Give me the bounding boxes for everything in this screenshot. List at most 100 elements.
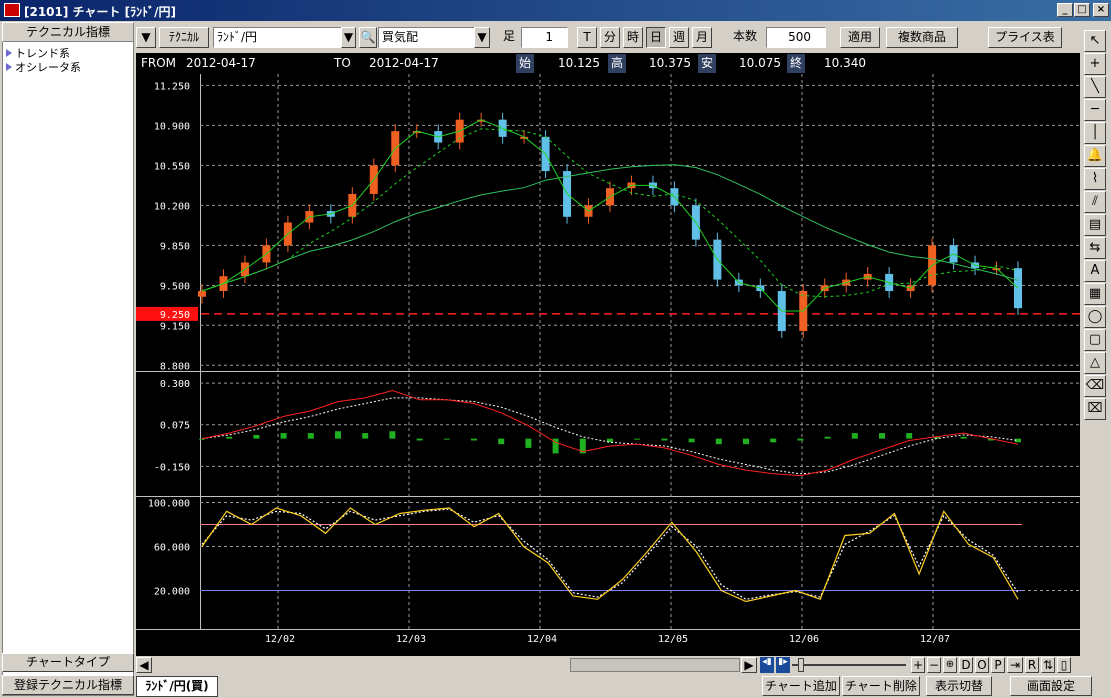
zoom-in-button[interactable]: +	[911, 657, 925, 673]
close-button[interactable]: ×	[1093, 3, 1109, 17]
macd-histogram-bar	[689, 439, 695, 443]
technical-button[interactable]: ﾃｸﾆｶﾙ	[159, 27, 209, 48]
macd-histogram-bar	[308, 433, 314, 439]
scroll-right-button[interactable]: ▶	[741, 657, 757, 673]
zoom-fit-button[interactable]: ⊕	[943, 657, 957, 673]
zoom-slider-thumb[interactable]	[798, 658, 804, 672]
fibonacci-icon[interactable]: ⌇	[1084, 168, 1106, 190]
chevron-down-icon[interactable]: ▼	[341, 27, 356, 48]
layout-button[interactable]: ⇅	[1041, 657, 1055, 673]
add-chart-button[interactable]: チャート追加	[762, 676, 840, 696]
apply-button[interactable]: 適用	[840, 27, 880, 48]
p-button[interactable]: P	[991, 657, 1005, 673]
bars-label: 本数	[733, 27, 757, 48]
goto-end-button[interactable]: ⇥	[1007, 657, 1023, 673]
horizontal-line-icon[interactable]: ─	[1084, 99, 1106, 121]
erase-all-icon[interactable]: ⌧	[1084, 398, 1106, 420]
triangle-icon[interactable]: △	[1084, 352, 1106, 374]
step-back-icon[interactable]: ◂▮	[760, 657, 774, 673]
close-value: 10.340	[824, 56, 866, 70]
scroll-thumb[interactable]	[570, 658, 740, 672]
chart-type-button[interactable]: チャートタイプ	[2, 653, 134, 672]
vertical-line-icon[interactable]: │	[1084, 122, 1106, 144]
macd-histogram-bar	[825, 437, 831, 439]
macd-histogram-bar	[743, 439, 749, 445]
to-label: TO	[334, 56, 351, 70]
macd-histogram-bar	[444, 439, 450, 440]
d-button[interactable]: D	[959, 657, 973, 673]
scroll-left-button[interactable]: ◀	[136, 657, 152, 673]
gann-icon[interactable]: ⫽	[1084, 191, 1106, 213]
multi-symbol-button[interactable]: 複数商品	[886, 27, 958, 48]
low-value: 10.075	[739, 56, 781, 70]
candle-body	[198, 291, 206, 297]
maximize-button[interactable]: □	[1074, 3, 1090, 17]
delete-chart-button[interactable]: チャート削除	[842, 676, 920, 696]
period-week-button[interactable]: 週	[669, 27, 689, 48]
tab-symbol[interactable]: ﾗﾝﾄﾞ/円(買)	[136, 676, 218, 697]
chart-scrollbar[interactable]: ◀ ▶ ◂▮ ▮▸ + − ⊕ D O P ⇥ R ⇅ ▯	[136, 656, 1080, 674]
zoom-out-button[interactable]: −	[927, 657, 941, 673]
foot-label: 足	[503, 27, 515, 48]
macd-histogram-bar	[852, 433, 858, 439]
date-tick-label: 12/03	[396, 634, 426, 645]
period-day-button[interactable]: 日	[646, 27, 666, 48]
ellipse-icon[interactable]: ◯	[1084, 306, 1106, 328]
macd-histogram-bar	[661, 439, 667, 441]
o-button[interactable]: O	[975, 657, 989, 673]
macd-histogram-bar	[199, 439, 205, 440]
macd-histogram-bar	[879, 433, 885, 439]
panel-button[interactable]: ▯	[1057, 657, 1071, 673]
ohlc-info-bar: FROM 2012-04-17 TO 2012-04-17 始 10.125 高…	[136, 53, 1080, 74]
expand-arrow-icon	[6, 49, 12, 57]
stoch-k-line	[202, 508, 1018, 602]
macd-histogram-bar	[281, 433, 287, 439]
symbol-select[interactable]: ﾗﾝﾄﾞ/円	[213, 27, 355, 48]
registered-indicators-button[interactable]: 登録テクニカル指標	[2, 675, 134, 695]
bars-count-input[interactable]: 500	[766, 27, 826, 48]
ma-mid-line	[202, 129, 1018, 297]
drawing-toolbar: ↖ + ╲ ─ │ 🔔 ⌇ ⫽ ▤ ⇆ A ▦ ◯ ▢ △ ⌫ ⌧	[1084, 30, 1108, 425]
step-forward-icon[interactable]: ▮▸	[776, 657, 790, 673]
high-value: 10.375	[649, 56, 691, 70]
chart-add-icon[interactable]: ▤	[1084, 214, 1106, 236]
arrows-icon[interactable]: ⇆	[1084, 237, 1106, 259]
search-icon[interactable]: 🔍	[359, 27, 377, 48]
chevron-down-icon[interactable]: ▼	[474, 27, 490, 48]
price-table-button[interactable]: プライス表	[988, 27, 1062, 48]
eraser-icon[interactable]: ⌫	[1084, 375, 1106, 397]
crosshair-icon[interactable]: +	[1084, 53, 1106, 75]
text-icon[interactable]: A	[1084, 260, 1106, 282]
macd-histogram-bar	[335, 431, 341, 438]
sidebar-header: テクニカル指標	[2, 22, 134, 42]
bell-icon[interactable]: 🔔	[1084, 145, 1106, 167]
stoch-tick-label: 100.000	[148, 499, 190, 510]
price-chart[interactable]: 11.250 10.900 10.550 10.200 9.850 9.500 9.150 8…	[136, 74, 1080, 656]
cursor-icon[interactable]: ↖	[1084, 30, 1106, 52]
stoch-tick-label: 60.000	[154, 543, 190, 554]
r-button[interactable]: R	[1025, 657, 1039, 673]
minimize-button[interactable]: _	[1057, 3, 1073, 17]
macd-histogram-bar	[961, 437, 967, 439]
price-tick-label: 10.550	[154, 161, 190, 172]
period-month-button[interactable]: 月	[692, 27, 712, 48]
period-minute-button[interactable]: 分	[600, 27, 620, 48]
price-tick-label: 10.200	[154, 201, 190, 212]
diagonal-line-icon[interactable]: ╲	[1084, 76, 1106, 98]
macd-tick-label: 0.075	[160, 421, 190, 432]
period-t-button[interactable]: T	[577, 27, 597, 48]
menu-dropdown-button[interactable]: ▼	[136, 27, 156, 48]
macd-line	[202, 391, 1018, 476]
rectangle-icon[interactable]: ▢	[1084, 329, 1106, 351]
screen-settings-button[interactable]: 画面設定	[1010, 676, 1092, 696]
zoom-slider-track[interactable]	[792, 664, 906, 666]
period-hour-button[interactable]: 時	[623, 27, 643, 48]
tree-item-oscillator[interactable]: オシレータ系	[6, 59, 81, 75]
price-tick-label: 10.900	[154, 121, 190, 132]
toggle-view-button[interactable]: 表示切替	[926, 676, 992, 696]
from-date: 2012-04-17	[186, 56, 256, 70]
low-label: 安	[698, 54, 716, 73]
foot-count-input[interactable]: 1	[521, 27, 568, 48]
high-label: 高	[608, 54, 626, 73]
table-icon[interactable]: ▦	[1084, 283, 1106, 305]
